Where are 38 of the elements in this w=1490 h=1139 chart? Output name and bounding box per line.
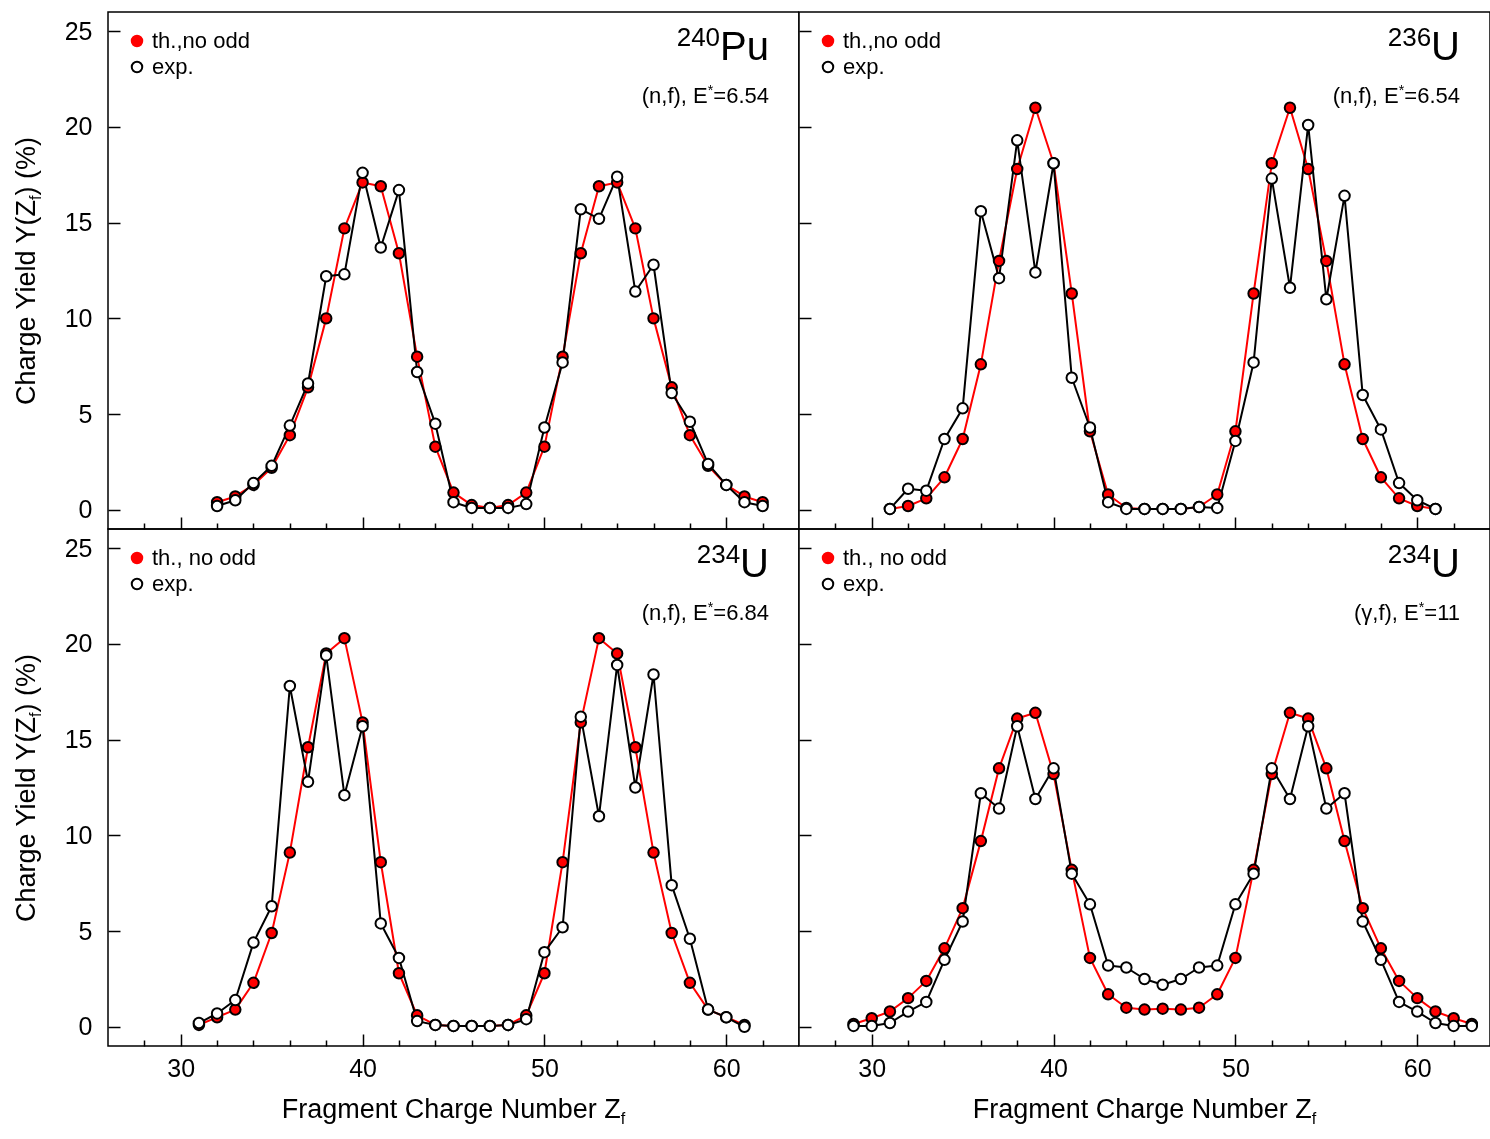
annotation: $^{234}$U: [1387, 539, 1460, 587]
legend-label: th., no odd: [152, 545, 256, 570]
y-tick-label: 20: [64, 629, 93, 658]
legend-label: exp.: [843, 54, 885, 79]
annotation: (γ,f), E$^{*}$=11: [1353, 599, 1460, 627]
x-tick-label: 30: [858, 1053, 887, 1082]
legend-label: exp.: [152, 54, 194, 79]
x-axis-title: Fragment Charge Number Z$_{f}$: [972, 1094, 1317, 1129]
y-tick-label: 5: [78, 916, 93, 945]
y-tick-label: 15: [64, 208, 93, 237]
legend-label: exp.: [152, 571, 194, 596]
y-tick-label: 15: [64, 725, 93, 754]
annotation: $^{240}$Pu: [676, 22, 769, 70]
legend-label: th., no odd: [843, 545, 947, 570]
y-tick-label: 10: [64, 820, 93, 849]
legend-label: exp.: [843, 571, 885, 596]
x-tick-label: 40: [1040, 1053, 1068, 1082]
x-tick-label: 50: [531, 1053, 559, 1082]
x-tick-label: 60: [712, 1053, 741, 1082]
legend-label: th.,no odd: [152, 28, 250, 53]
x-tick-label: 60: [1403, 1053, 1432, 1082]
y-tick-label: 0: [78, 1012, 93, 1041]
y-tick-label: 0: [78, 495, 93, 524]
annotation: $^{236}$U: [1387, 22, 1460, 70]
x-axis-title: Fragment Charge Number Z$_{f}$: [281, 1094, 626, 1129]
y-tick-label: 20: [64, 112, 93, 141]
y-tick-label: 5: [78, 399, 93, 428]
annotation: (n,f), E$^{*}$=6.54: [641, 82, 769, 110]
y-tick-label: 10: [64, 303, 93, 332]
x-tick-label: 40: [349, 1053, 377, 1082]
y-tick-label: 25: [64, 16, 93, 45]
y-tick-label: 25: [64, 533, 93, 562]
annotation: (n,f), E$^{*}$=6.54: [1332, 82, 1460, 110]
annotation: $^{234}$U: [696, 539, 769, 587]
x-tick-label: 50: [1222, 1053, 1250, 1082]
annotation: (n,f), E$^{*}$=6.84: [641, 599, 769, 627]
legend-label: th.,no odd: [843, 28, 941, 53]
x-tick-label: 30: [167, 1053, 196, 1082]
